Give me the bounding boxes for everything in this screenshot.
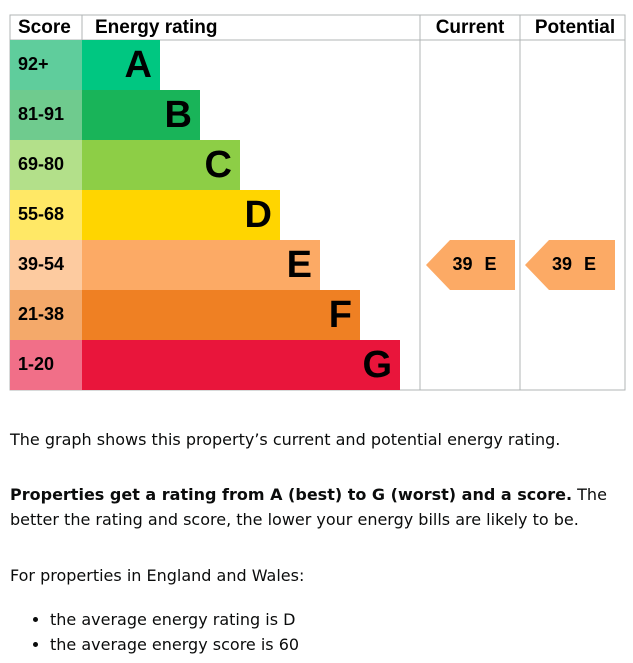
score-cell [10,90,82,140]
list: the average energy rating is D the avera… [10,607,625,657]
band-letter: F [329,294,352,336]
list-wrap: the average energy rating is D the avera… [10,607,625,657]
band-bar [82,240,320,290]
header-current: Current [436,17,505,38]
list-item: the average energy score is 60 [50,632,625,657]
header-potential: Potential [535,17,615,38]
band-bar [82,40,160,90]
band-score: 39-54 [18,254,64,274]
current-arrow [426,240,515,290]
potential-score: 39 [552,254,572,274]
score-cell [10,240,82,290]
band-letter: A [125,44,152,86]
list-item: the average energy rating is D [50,607,625,632]
epc-chart: Score Energy rating Current Potential 92… [9,14,626,391]
score-cell [10,40,82,90]
band-letter: C [205,144,232,186]
band-bar [82,90,200,140]
band-score: 21-38 [18,304,64,324]
header-rating: Energy rating [95,17,217,38]
score-cell [10,140,82,190]
band-bar [82,190,280,240]
band-score: 55-68 [18,204,64,224]
band-bar [82,140,240,190]
band-score: 69-80 [18,154,64,174]
band-bar [82,290,360,340]
score-cell [10,290,82,340]
header-score: Score [18,17,71,38]
band-letter: E [287,244,312,286]
intro: The graph shows this property’s current … [10,430,561,449]
potential-rating: E [584,254,596,274]
region: For properties in England and Wales: [10,566,305,585]
band-letter: B [165,94,192,136]
band-score: 1-20 [18,354,54,374]
rating-rest: The better the rating and score, the low… [10,485,607,529]
score-cell [10,340,82,390]
rating-bold: Properties get a rating from A (best) to… [10,485,573,504]
band-bar [82,340,400,390]
potential-arrow [525,240,615,290]
current-rating: E [485,254,497,274]
band-score: 81-91 [18,104,64,124]
current-score: 39 [452,254,472,274]
band-score: 92+ [18,54,49,74]
rating-paragraph: Properties get a rating from A (best) to… [10,482,625,532]
band-letter: G [362,344,392,386]
band-letter: D [245,194,272,236]
score-cell [10,190,82,240]
